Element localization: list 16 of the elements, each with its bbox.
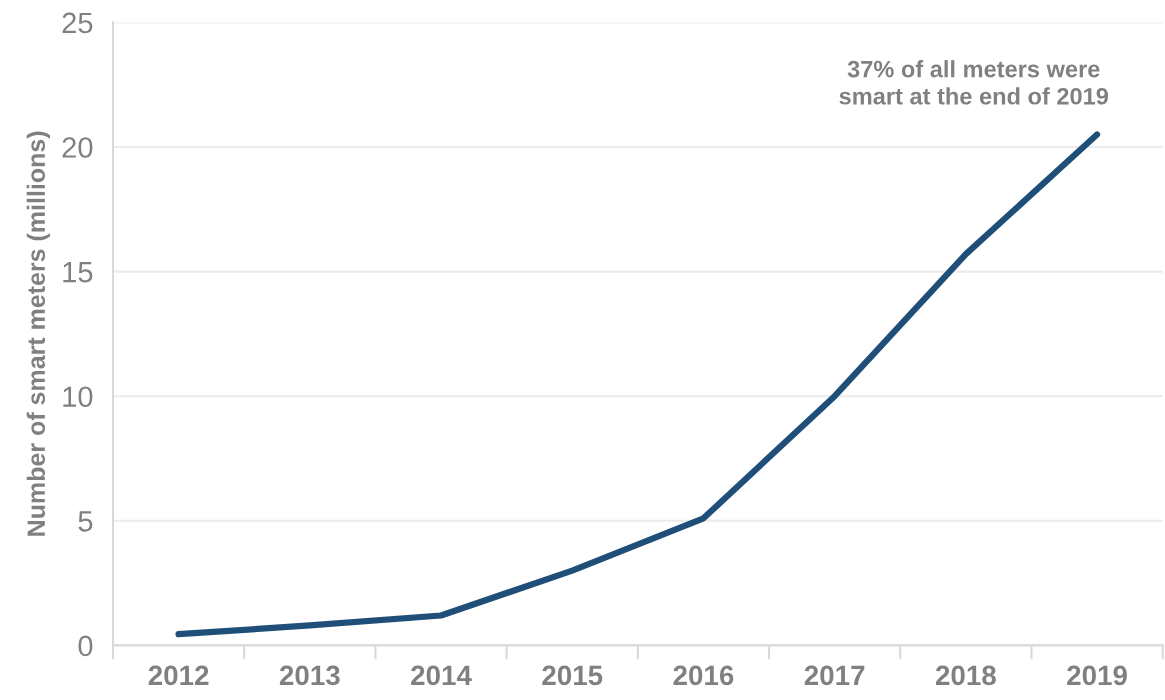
y-tick-label: 25 xyxy=(62,12,93,34)
x-tick-label: 2019 xyxy=(1067,665,1127,686)
x-tick-label: 2017 xyxy=(804,665,865,686)
x-tick-label: 2015 xyxy=(542,665,603,686)
y-tick-label: 0 xyxy=(78,635,93,657)
x-tick-label: 2018 xyxy=(935,665,996,686)
annotation: 37% of all meters were smart at the end of 2019 xyxy=(839,60,1109,105)
y-tick-label: 10 xyxy=(63,386,93,408)
y-axis-title: Number of smart meters (millions) xyxy=(26,131,51,536)
x-tick-label: 2014 xyxy=(411,665,472,686)
y-tick-label: 20 xyxy=(62,137,93,158)
x-tick-label: 2016 xyxy=(673,665,734,686)
y-tick-label: 5 xyxy=(78,511,93,532)
x-tick-label: 2012 xyxy=(148,665,209,686)
y-tick-label: 15 xyxy=(63,262,93,283)
x-tick-label: 2013 xyxy=(279,665,340,686)
